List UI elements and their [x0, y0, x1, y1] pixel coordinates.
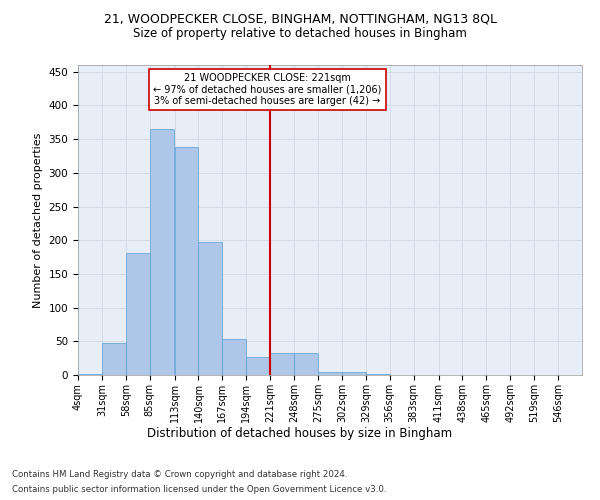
Y-axis label: Number of detached properties: Number of detached properties	[33, 132, 43, 308]
Bar	[366, 374, 390, 375]
Bar	[150, 129, 173, 375]
Bar	[246, 358, 270, 375]
Bar	[342, 372, 366, 375]
Text: 21 WOODPECKER CLOSE: 221sqm
← 97% of detached houses are smaller (1,206)
3% of s: 21 WOODPECKER CLOSE: 221sqm ← 97% of det…	[154, 73, 382, 106]
Bar	[270, 354, 294, 375]
Bar	[78, 374, 102, 375]
Text: Contains public sector information licensed under the Open Government Licence v3: Contains public sector information licen…	[12, 485, 386, 494]
Text: Distribution of detached houses by size in Bingham: Distribution of detached houses by size …	[148, 428, 452, 440]
Text: 21, WOODPECKER CLOSE, BINGHAM, NOTTINGHAM, NG13 8QL: 21, WOODPECKER CLOSE, BINGHAM, NOTTINGHA…	[104, 12, 497, 26]
Text: Size of property relative to detached houses in Bingham: Size of property relative to detached ho…	[133, 28, 467, 40]
Bar	[126, 253, 150, 375]
Bar	[223, 338, 246, 375]
Bar	[102, 344, 126, 375]
Bar	[199, 242, 223, 375]
Bar	[175, 147, 199, 375]
Bar	[294, 354, 318, 375]
Bar	[318, 372, 342, 375]
Text: Contains HM Land Registry data © Crown copyright and database right 2024.: Contains HM Land Registry data © Crown c…	[12, 470, 347, 479]
